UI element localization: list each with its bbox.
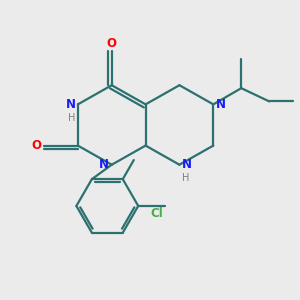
Text: N: N <box>216 98 226 111</box>
Text: O: O <box>107 37 117 50</box>
Text: Cl: Cl <box>151 207 163 220</box>
Text: N: N <box>99 158 110 171</box>
Text: N: N <box>182 158 192 171</box>
Text: H: H <box>182 173 189 183</box>
Text: N: N <box>65 98 76 111</box>
Text: O: O <box>32 139 42 152</box>
Text: H: H <box>68 112 76 123</box>
